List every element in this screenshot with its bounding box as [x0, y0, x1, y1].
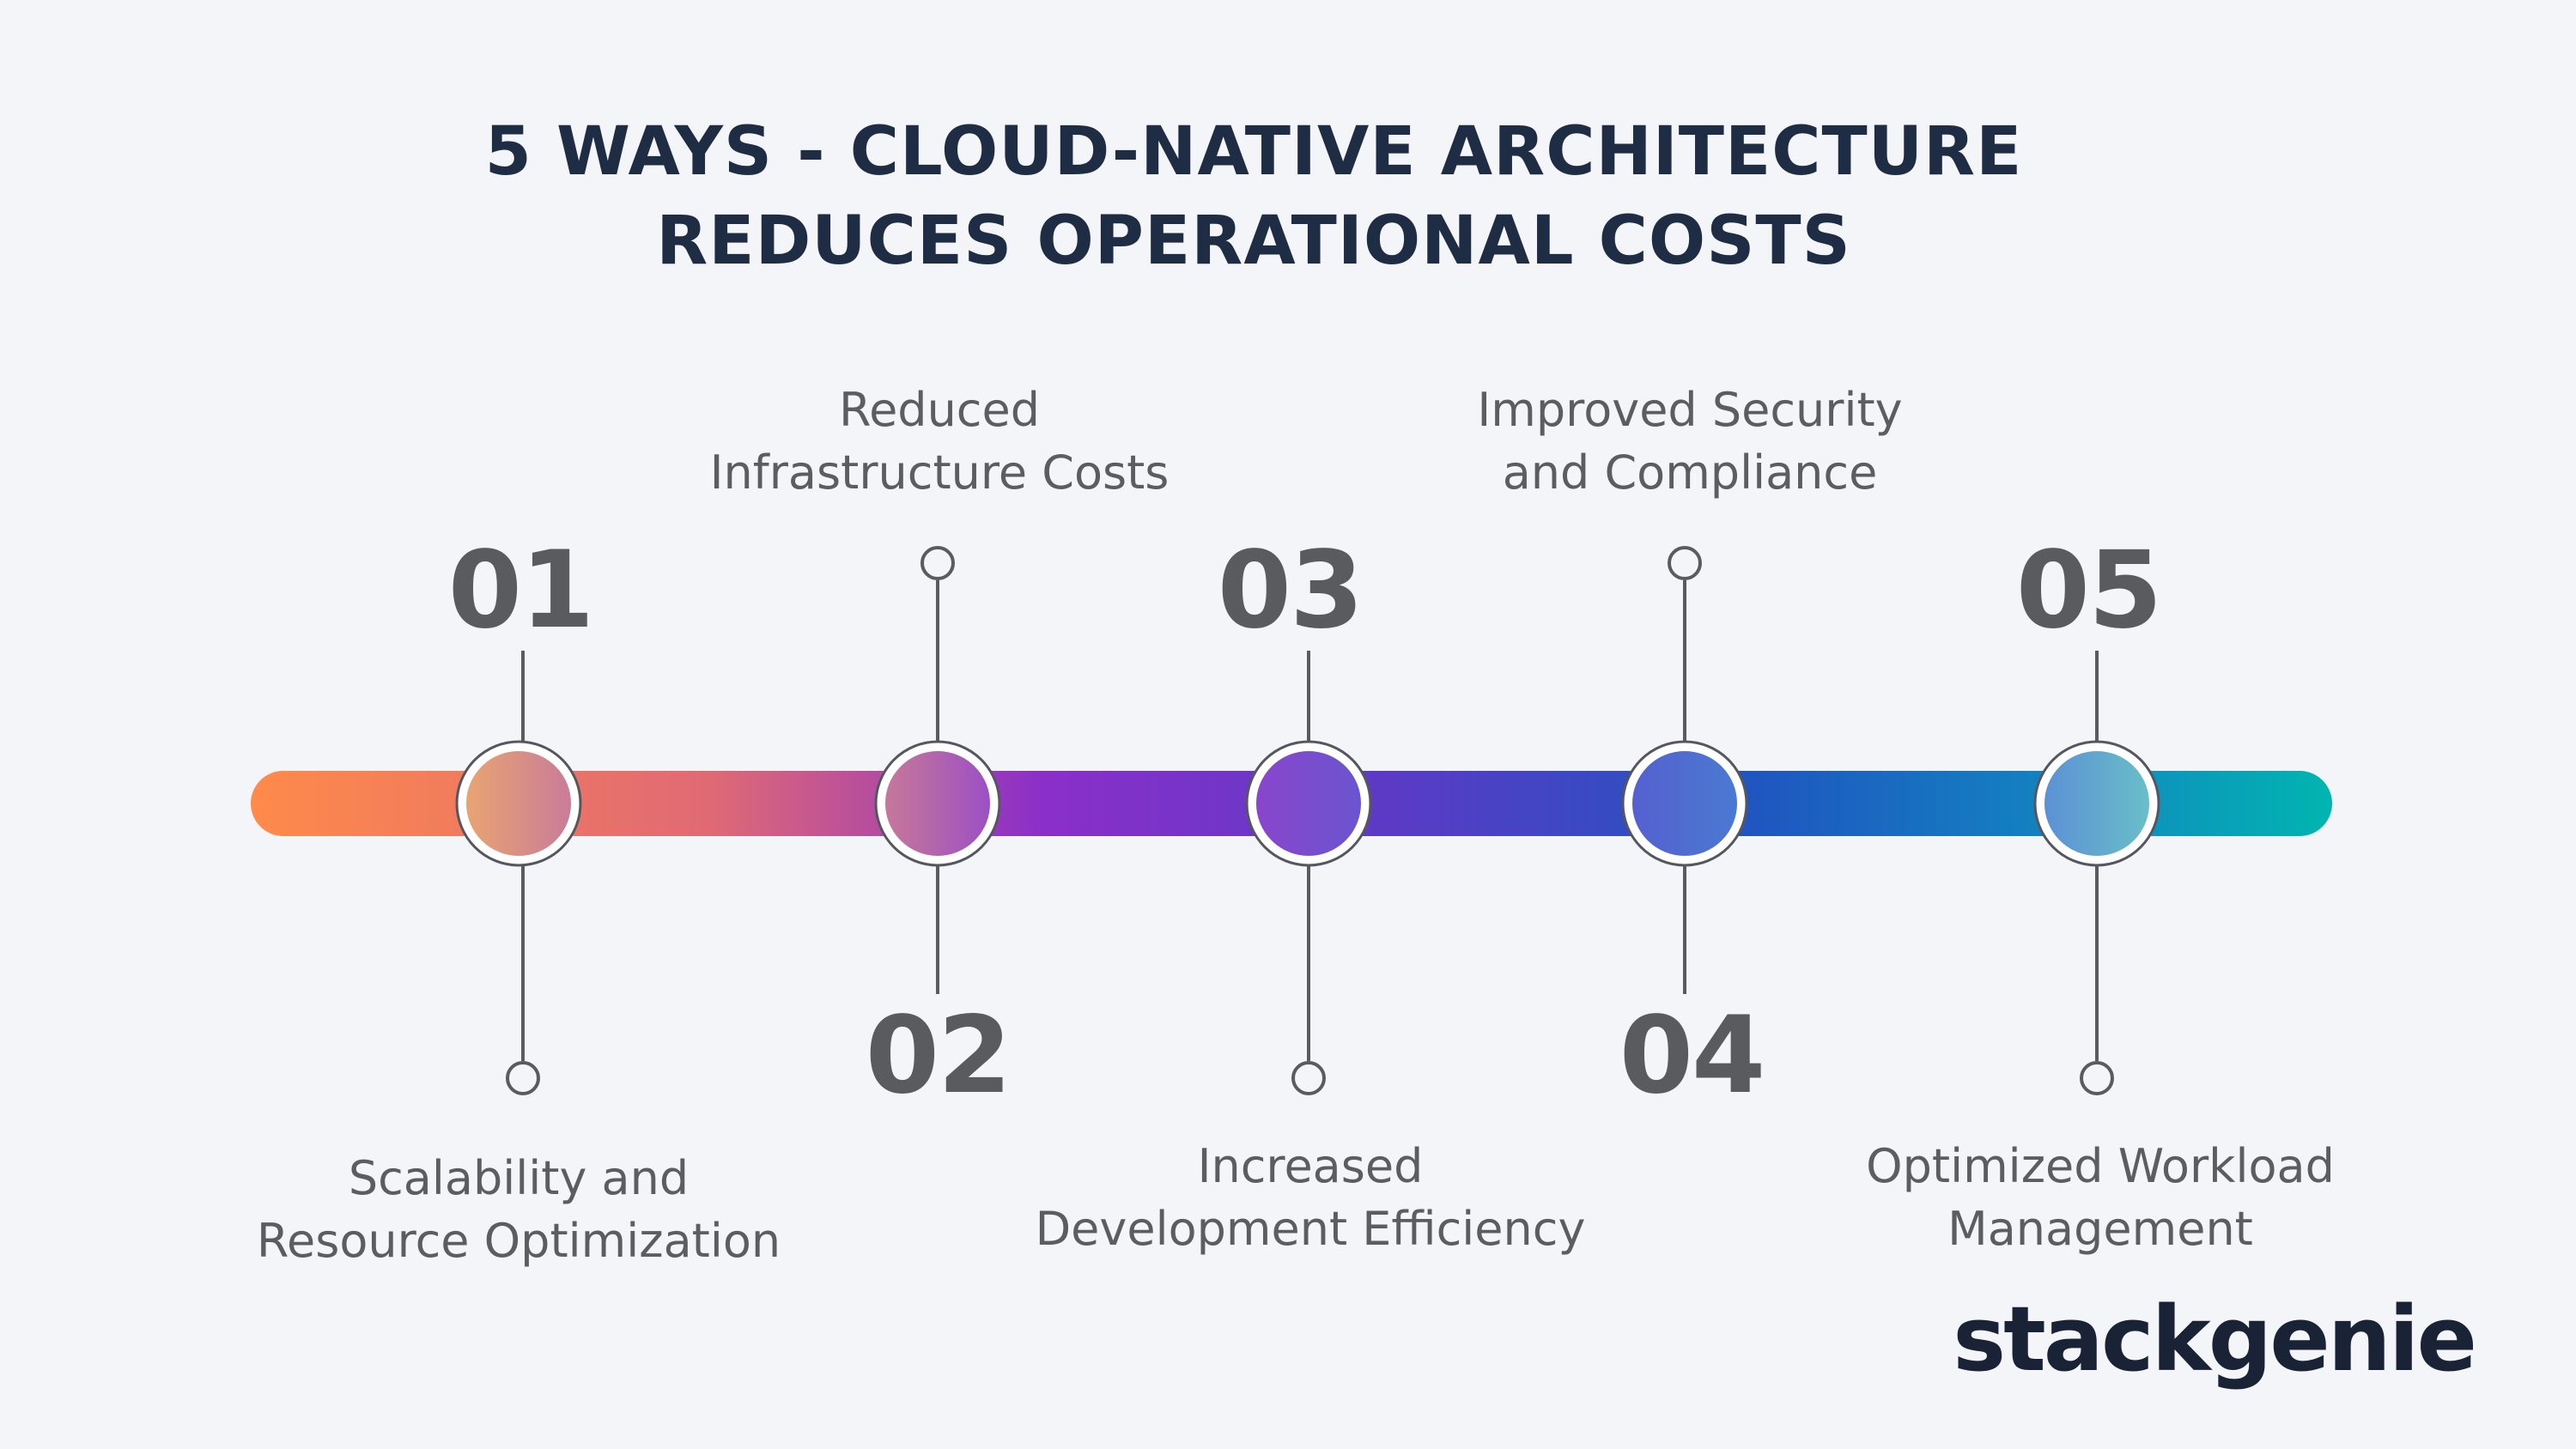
node-03-outline: [1245, 740, 1372, 867]
step-02-label: Reduced Infrastructure Costs: [613, 379, 1266, 504]
step-03-number: 03: [1217, 529, 1364, 652]
node-04: [1624, 743, 1746, 864]
title-line-1: 5 WAYS - CLOUD-NATIVE ARCHITECTURE: [484, 113, 2023, 191]
connector-05-dot: [2080, 1061, 2114, 1095]
node-03: [1248, 743, 1370, 864]
node-02: [877, 743, 999, 864]
title-line-2: REDUCES OPERATIONAL COSTS: [656, 203, 1851, 280]
step-05-label: Optimized Workload Management: [1774, 1135, 2427, 1260]
step-02-label-line-1: Reduced: [838, 383, 1040, 437]
step-05-label-line-1: Optimized Workload: [1866, 1139, 2335, 1193]
stackgenie-logo: stackgenie: [1953, 1287, 2477, 1391]
step-03-label-line-2: Development Efficiency: [1035, 1202, 1586, 1256]
connector-02-dot: [920, 546, 955, 580]
step-05-label-line-2: Management: [1947, 1202, 2253, 1256]
step-04-label: Improved Security and Compliance: [1364, 379, 2016, 504]
step-04-label-line-2: and Compliance: [1502, 446, 1878, 500]
step-01-label: Scalability and Resource Optimization: [192, 1147, 845, 1272]
step-01-number: 01: [447, 529, 595, 652]
node-02-outline: [874, 740, 1001, 867]
node-01-outline: [455, 740, 582, 867]
page-title: 5 WAYS - CLOUD-NATIVE ARCHITECTURE REDUC…: [0, 107, 2507, 286]
connector-01-dot: [506, 1061, 540, 1095]
node-05: [2036, 743, 2158, 864]
connector-03-dot: [1291, 1061, 1326, 1095]
step-03-label: Increased Development Efficiency: [984, 1135, 1637, 1260]
step-02-number: 02: [865, 994, 1012, 1118]
step-04-label-line-1: Improved Security: [1477, 383, 1903, 437]
step-01-label-line-2: Resource Optimization: [256, 1214, 781, 1268]
step-05-number: 05: [2015, 529, 2163, 652]
node-01: [458, 743, 580, 864]
connector-04-dot: [1668, 546, 1702, 580]
node-05-outline: [2033, 740, 2160, 867]
step-04-number: 04: [1619, 994, 1766, 1118]
step-01-label-line-1: Scalability and: [348, 1151, 690, 1205]
step-03-label-line-1: Increased: [1197, 1139, 1424, 1193]
step-02-label-line-2: Infrastructure Costs: [709, 446, 1170, 500]
node-04-outline: [1621, 740, 1748, 867]
